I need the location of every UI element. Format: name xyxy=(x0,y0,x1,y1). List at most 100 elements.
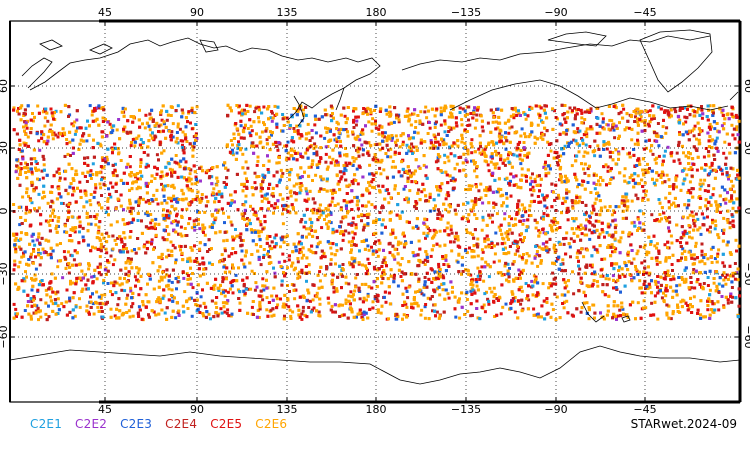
observation-point xyxy=(279,297,282,301)
observation-point xyxy=(551,308,555,312)
observation-point xyxy=(242,126,246,130)
observation-point xyxy=(713,127,717,131)
observation-point xyxy=(655,132,659,136)
observation-point xyxy=(527,214,531,218)
observation-point xyxy=(708,122,712,126)
observation-point xyxy=(318,302,322,306)
observation-point xyxy=(565,188,569,192)
observation-point xyxy=(474,183,478,186)
observation-point xyxy=(481,218,485,222)
observation-point xyxy=(38,251,42,255)
observation-point xyxy=(452,240,456,244)
observation-point xyxy=(710,125,713,129)
observation-point xyxy=(645,189,648,193)
observation-point xyxy=(290,113,294,117)
observation-point xyxy=(183,227,187,230)
observation-point xyxy=(633,142,637,146)
observation-point xyxy=(144,113,148,117)
observation-point xyxy=(299,182,303,186)
observation-point xyxy=(73,120,77,124)
observation-point xyxy=(334,310,337,314)
observation-point xyxy=(692,218,695,222)
observation-point xyxy=(307,306,311,309)
observation-point xyxy=(384,300,388,304)
observation-point xyxy=(525,153,529,157)
observation-point xyxy=(630,232,634,236)
observation-point xyxy=(202,314,206,318)
observation-point xyxy=(270,119,274,123)
observation-point xyxy=(426,231,430,235)
observation-point xyxy=(310,136,314,140)
observation-point xyxy=(221,288,225,292)
observation-point xyxy=(499,312,503,316)
observation-point xyxy=(78,230,81,234)
observation-point xyxy=(519,238,523,242)
observation-point xyxy=(734,238,738,242)
observation-point xyxy=(557,196,561,200)
observation-point xyxy=(355,148,358,152)
observation-point xyxy=(155,153,159,157)
observation-point xyxy=(14,170,18,174)
observation-point xyxy=(310,224,313,228)
observation-point xyxy=(656,317,660,321)
observation-point xyxy=(685,206,689,210)
observation-point xyxy=(728,226,732,230)
observation-point xyxy=(92,312,96,316)
observation-point xyxy=(736,278,740,282)
observation-point xyxy=(36,104,40,108)
observation-point xyxy=(591,204,595,208)
observation-point xyxy=(513,217,517,221)
observation-point xyxy=(127,221,131,225)
observation-point xyxy=(265,308,269,312)
observation-point xyxy=(639,115,643,119)
observation-point xyxy=(591,303,595,307)
observation-point xyxy=(374,126,378,130)
observation-point xyxy=(438,229,442,233)
observation-point xyxy=(311,211,315,215)
observation-point xyxy=(699,232,703,236)
observation-point xyxy=(503,212,507,216)
observation-point xyxy=(592,279,596,282)
observation-point xyxy=(469,289,473,293)
observation-point xyxy=(636,120,640,124)
observation-point xyxy=(514,174,518,178)
observation-point xyxy=(203,233,207,237)
observation-point xyxy=(245,177,248,181)
observation-point xyxy=(436,140,440,144)
observation-point xyxy=(296,257,300,260)
observation-point xyxy=(141,122,144,126)
observation-point xyxy=(97,229,101,233)
observation-point xyxy=(731,295,734,299)
observation-point xyxy=(431,309,434,313)
observation-point xyxy=(456,260,460,264)
observation-point xyxy=(127,309,131,313)
observation-point xyxy=(185,140,189,143)
observation-point xyxy=(222,265,226,269)
observation-point xyxy=(253,171,257,175)
observation-point xyxy=(517,147,521,151)
observation-point xyxy=(530,279,534,283)
observation-point xyxy=(21,195,25,199)
observation-point xyxy=(129,144,133,148)
observation-point xyxy=(267,170,271,174)
observation-point xyxy=(579,310,583,314)
observation-point xyxy=(190,106,194,110)
observation-point xyxy=(455,162,459,166)
observation-point xyxy=(410,171,414,175)
observation-point xyxy=(657,154,661,158)
observation-point xyxy=(617,205,621,209)
observation-point xyxy=(463,141,467,145)
observation-point xyxy=(78,305,82,309)
observation-point xyxy=(671,275,675,279)
observation-point xyxy=(468,123,472,127)
observation-point xyxy=(242,184,246,188)
observation-point xyxy=(90,113,94,117)
observation-point xyxy=(114,162,117,166)
observation-point xyxy=(367,180,370,184)
observation-point xyxy=(122,129,126,133)
observation-point xyxy=(621,273,625,277)
observation-point xyxy=(336,202,340,206)
observation-point xyxy=(382,269,386,272)
observation-point xyxy=(180,234,184,238)
observation-point xyxy=(24,171,28,174)
